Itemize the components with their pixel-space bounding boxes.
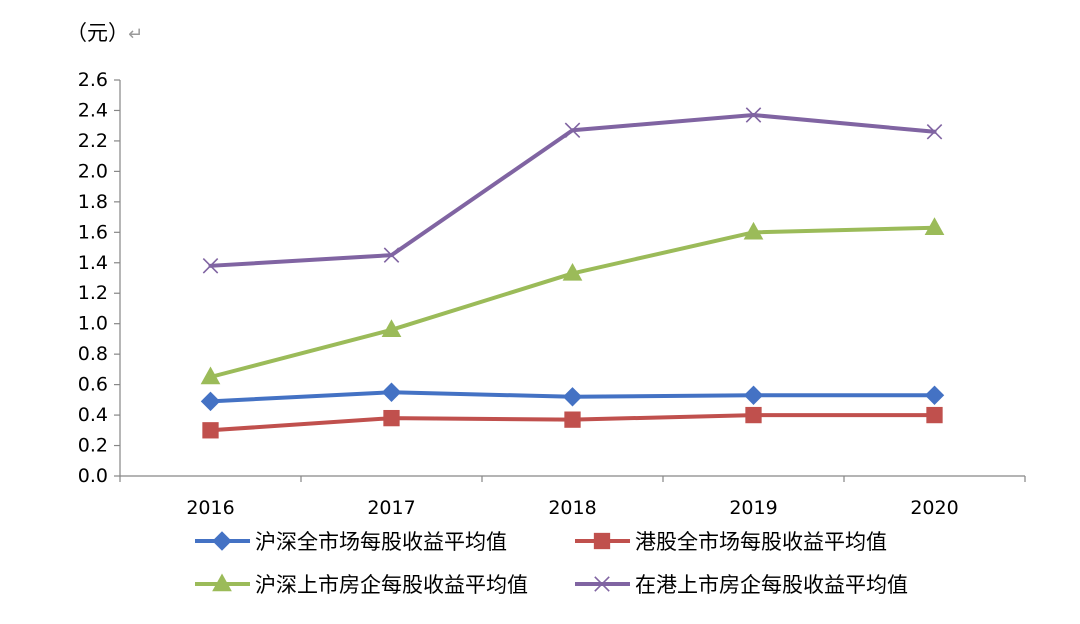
- data-point: [381, 319, 402, 338]
- data-point: [200, 366, 221, 385]
- data-point: [926, 124, 943, 140]
- series-layer: [200, 107, 945, 439]
- series-line: [208, 225, 937, 379]
- data-point: [383, 409, 400, 427]
- x-tick-label: 2016: [186, 497, 234, 519]
- data-point: [562, 262, 583, 281]
- series-4: [202, 107, 943, 274]
- data-point: [745, 406, 762, 424]
- data-point: [926, 406, 943, 424]
- data-point: [924, 385, 945, 405]
- x-tick-label: 2017: [367, 497, 415, 519]
- series-3: [200, 217, 945, 385]
- y-tick-label: 2.0: [78, 160, 108, 182]
- y-tick-label: 1.6: [78, 221, 108, 243]
- y-tick-label: 0.4: [78, 404, 108, 426]
- y-tick-label: 2.4: [78, 99, 108, 121]
- legend-label: 沪深上市房企每股收益平均值: [255, 573, 528, 597]
- legend-item-4: 在港上市房企每股收益平均值: [575, 573, 908, 597]
- paragraph-mark-icon: ↵: [128, 24, 143, 45]
- legend-marker: [594, 576, 610, 592]
- data-point: [202, 422, 219, 439]
- legend-marker: [212, 531, 232, 551]
- x-tick-label: 2018: [548, 497, 596, 519]
- data-point: [381, 382, 402, 402]
- legend-label: 港股全市场每股收益平均值: [635, 530, 887, 554]
- y-tick-label: 0.6: [78, 374, 108, 396]
- y-tick-label: 2.2: [78, 130, 108, 152]
- y-tick-label: 0.0: [78, 465, 108, 487]
- legend-item-3: 沪深上市房企每股收益平均值: [195, 573, 528, 597]
- data-point: [562, 387, 583, 407]
- legend-label: 沪深全市场每股收益平均值: [255, 530, 507, 554]
- data-point: [743, 221, 764, 240]
- series-1: [200, 382, 945, 412]
- data-point: [564, 411, 581, 428]
- y-axis-unit-label: （元）: [66, 21, 129, 45]
- data-point: [564, 122, 581, 139]
- data-point: [200, 391, 221, 412]
- data-point: [745, 107, 762, 123]
- y-tick-label: 1.8: [78, 191, 108, 213]
- legend-item-1: 沪深全市场每股收益平均值: [195, 530, 507, 554]
- x-tick-label: 2020: [910, 497, 958, 519]
- data-point: [202, 258, 219, 274]
- series-line: [208, 113, 937, 268]
- y-tick-label: 0.8: [78, 343, 108, 365]
- legend-marker: [593, 532, 611, 550]
- legend-label: 在港上市房企每股收益平均值: [635, 573, 908, 597]
- data-point: [924, 217, 945, 235]
- series-2: [202, 406, 943, 439]
- y-tick-label: 1.0: [78, 313, 108, 335]
- legend-marker: [212, 573, 232, 592]
- y-tick-label: 0.2: [78, 435, 108, 457]
- axes: 0.0 0.2 0.4 0.6 0.8 1.0 1.2 1.4 1.6 1.8 2.0 2.2 2.4 2…: [78, 69, 1026, 519]
- y-tick-label: 1.2: [78, 282, 108, 304]
- data-point: [383, 247, 400, 263]
- data-point: [743, 385, 764, 405]
- y-tick-label: 2.6: [78, 69, 108, 91]
- x-tick-label: 2019: [729, 497, 777, 519]
- y-tick-label: 1.4: [78, 252, 108, 274]
- legend-item-2: 港股全市场每股收益平均值: [575, 530, 887, 554]
